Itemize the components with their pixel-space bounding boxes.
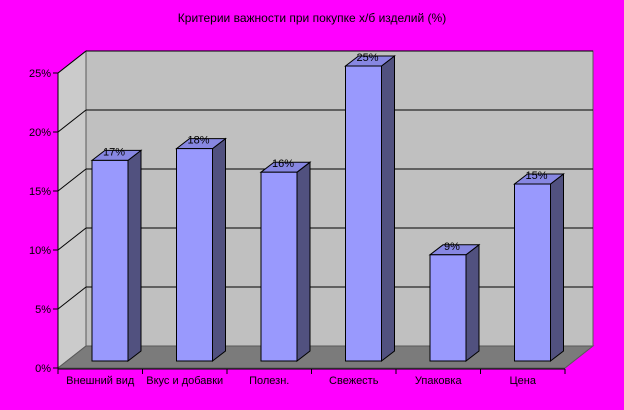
bar-front-face: [91, 159, 129, 362]
data-label: 18%: [187, 135, 209, 147]
bar-column: [259, 161, 312, 363]
bar-side-face: [296, 161, 311, 363]
y-tick-label: 10%: [29, 245, 51, 257]
bar-column: [344, 54, 396, 363]
bar-side-face: [550, 172, 564, 363]
category-label: Упаковка: [415, 375, 463, 387]
gridline-diagonal: [57, 109, 87, 133]
category-label: Полезн.: [249, 375, 289, 387]
data-label: 15%: [525, 170, 547, 182]
data-label: 16%: [272, 158, 294, 170]
gridline-diagonal: [57, 168, 87, 192]
bar-side-face: [212, 137, 226, 363]
y-tick-label: 5%: [35, 304, 51, 316]
bar-side-face: [465, 243, 480, 363]
bar-side-face: [381, 54, 395, 363]
category-label: Вкус и добавки: [146, 375, 223, 387]
gridline-diagonal: [57, 227, 87, 251]
bar-side-face: [127, 149, 142, 363]
bar-front-face: [429, 254, 467, 362]
category-label: Внешний вид: [66, 375, 135, 387]
y-tick-label: 0%: [35, 363, 51, 375]
y-tick-label: 15%: [29, 186, 51, 198]
bar-column: [513, 172, 565, 363]
bar-front-face: [514, 183, 551, 362]
data-label: 9%: [444, 241, 460, 253]
plot-side-wall: [57, 49, 87, 370]
bar-column: [90, 149, 143, 363]
data-label: 17%: [103, 146, 125, 158]
bar-front-face: [176, 148, 213, 362]
bar-front-face: [260, 171, 298, 362]
gridline-diagonal: [57, 286, 87, 310]
bar-column: [428, 243, 481, 363]
category-label: Свежесть: [329, 375, 379, 387]
gridline-diagonal: [57, 50, 87, 74]
category-label: Цена: [510, 375, 537, 387]
chart-title: Критерии важности при покупке х/б издели…: [177, 11, 447, 25]
data-label: 25%: [356, 52, 378, 64]
y-tick-label: 20%: [29, 127, 51, 139]
y-tick-label: 25%: [29, 68, 51, 80]
bar-front-face: [345, 65, 382, 362]
bar-column: [175, 137, 227, 363]
